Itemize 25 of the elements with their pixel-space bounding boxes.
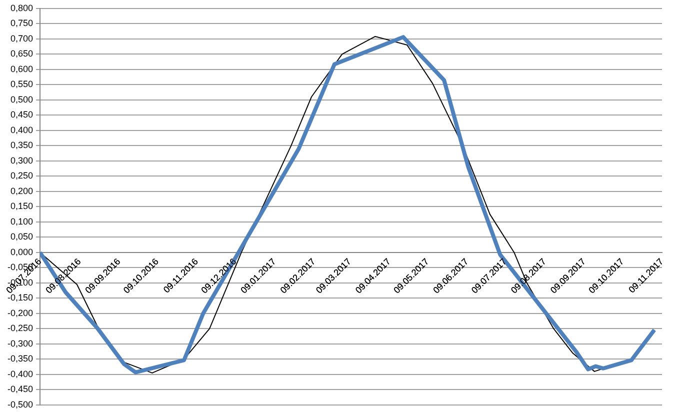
y-tick-label: 0,450 [10, 110, 33, 120]
y-tick-label: 0,000 [10, 246, 33, 257]
y-tick-label: -0,450 [7, 384, 33, 394]
y-tick-label: 0,650 [10, 48, 33, 59]
y-tick-label: -0,150 [7, 292, 33, 303]
y-tick-label: 0,600 [10, 64, 33, 74]
y-tick-label: -0,250 [7, 323, 33, 334]
y-tick-label: 0,700 [10, 33, 33, 44]
y-tick-label: 0,150 [10, 201, 33, 212]
y-tick-label: -0,350 [7, 354, 33, 364]
y-tick-label: 0,350 [10, 140, 33, 150]
y-tick-label: -0,300 [7, 338, 33, 348]
y-tick-label: 0,250 [10, 170, 33, 181]
y-tick-label: 0,550 [10, 79, 33, 90]
y-tick-label: 0,300 [10, 155, 33, 166]
y-tick-label: -0,400 [7, 368, 33, 379]
y-tick-label: 0,100 [10, 216, 33, 226]
y-tick-label: 0,200 [10, 186, 33, 196]
y-tick-label: 0,400 [10, 124, 33, 135]
y-tick-label: -0,200 [7, 308, 33, 318]
y-tick-label: 0,750 [10, 18, 33, 28]
y-tick-label: 0,500 [10, 94, 33, 104]
y-tick-label: 0,800 [10, 2, 33, 13]
y-tick-label: 0,050 [10, 232, 33, 242]
y-tick-label: -0,500 [7, 399, 33, 410]
